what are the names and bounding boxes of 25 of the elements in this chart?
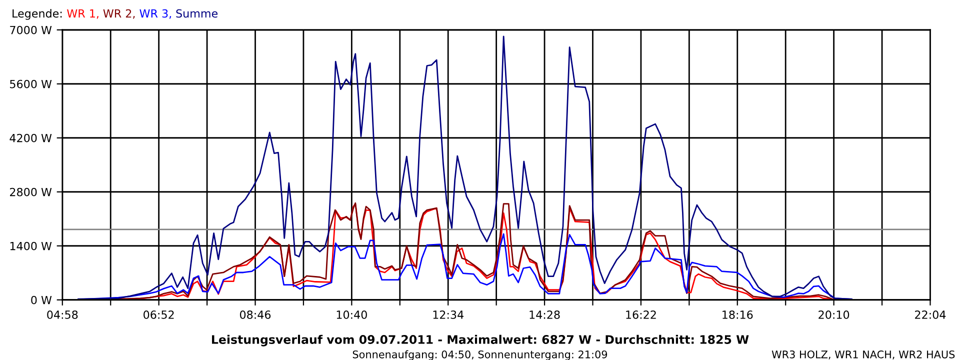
x-tick-label: 22:04	[915, 310, 946, 319]
x-tick-label: 06:52	[144, 310, 174, 319]
line-series	[78, 36, 852, 300]
y-tick-label: 1400 W	[10, 242, 52, 250]
x-tick-label: 20:10	[818, 310, 850, 319]
text: WR3 HOLZ, WR1 NACH, WR2 HAUS	[772, 350, 955, 360]
y-tick-label: 7000 W	[10, 26, 52, 34]
x-tick-label: 08:46	[240, 310, 271, 319]
y-tick-label: 2800 W	[10, 188, 52, 196]
text: WR 2,	[103, 9, 135, 19]
legend-title: Legende:	[12, 9, 62, 20]
x-tick-label: 14:28	[530, 310, 560, 319]
text: WR 1,	[67, 9, 98, 19]
text: Summe	[176, 9, 218, 18]
x-tick-label: 04:58	[47, 310, 78, 319]
y-tick-label: 5600 W	[10, 80, 52, 88]
x-tick-label: 18:16	[722, 310, 753, 319]
y-tick-label: 4200 W	[10, 134, 52, 142]
x-tick-label: 16:22	[626, 310, 656, 319]
x-tick-label: 12:34	[433, 310, 464, 319]
text: Sonnenaufgang: 04:50, Sonnenuntergang: 21:09	[352, 350, 608, 360]
text: WR 3,	[140, 9, 172, 19]
y-tick-label: 0 W	[31, 296, 52, 304]
x-tick-label: 10:40	[336, 310, 367, 319]
text: Leistungsverlauf vom 09.07.2011 - Maximalwert: 6827 W - Durchschnitt: 1825 W	[212, 334, 749, 346]
